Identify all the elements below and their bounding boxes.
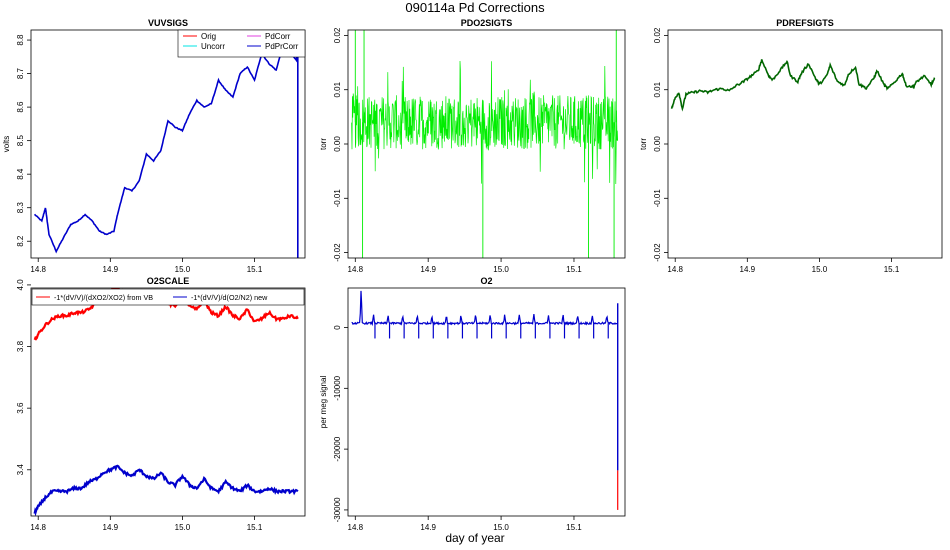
x-tick-label: 14.8	[348, 265, 364, 274]
y-tick-label: 0.00	[333, 136, 342, 152]
panel-title: PDREFSIGTS	[776, 18, 834, 28]
x-tick-label: 14.9	[740, 265, 756, 274]
x-tick-label: 15.1	[247, 265, 263, 274]
panel-pdo2sigts: PDO2SIGTS torr 14.8 14.9 15.0 15.1 -0.02 -0.01 0…	[319, 18, 626, 274]
legend-label: Orig	[201, 32, 216, 41]
y-tick-label: 0.00	[653, 136, 662, 152]
y-tick-label: -0.01	[333, 189, 342, 208]
x-tick-label: 15.1	[884, 265, 900, 274]
x-tick-label: 14.8	[667, 265, 683, 274]
x-tick-label: 15.0	[493, 523, 509, 532]
y-tick-label: 8.8	[16, 34, 25, 46]
y-tick-label: 3.8	[16, 340, 25, 352]
x-tick-label: 14.9	[420, 265, 436, 274]
y-tick-label: 0.01	[653, 81, 662, 97]
panel-title: O2SCALE	[147, 276, 190, 286]
y-tick-label: 8.2	[16, 235, 25, 247]
y-tick-label: -0.01	[653, 189, 662, 208]
panel-title: VUVSIGS	[148, 18, 188, 28]
y-tick-label: -10000	[333, 375, 342, 400]
y-tick-label: 0.02	[653, 27, 662, 43]
x-tick-label: 15.1	[566, 523, 582, 532]
x-tick-label: 15.0	[812, 265, 828, 274]
legend-label: -1*(dV/V)/(dXO2/XO2) from VB	[54, 293, 153, 302]
y-tick-label: 0	[333, 325, 342, 330]
plot-frame	[347, 29, 626, 259]
panel-vuvsigs: VUVSIGS volts 14.8 14.9 15.0 15.1 8.2 8.3 8.4 8.5…	[2, 18, 306, 274]
x-tick-label: 15.1	[247, 523, 263, 532]
plot-area	[351, 290, 619, 510]
series-line	[670, 59, 936, 112]
legend-box	[177, 29, 306, 58]
series-line	[351, 60, 619, 185]
plot-area	[670, 59, 936, 112]
plot-area	[33, 288, 299, 516]
y-tick-label: 4.0	[16, 279, 25, 291]
y-tick-label: 8.6	[16, 101, 25, 113]
x-tick-label: 15.1	[566, 265, 582, 274]
legend-label: PdCorr	[265, 32, 291, 41]
panel-title: O2	[480, 276, 492, 286]
x-tick-label: 14.8	[30, 265, 46, 274]
y-tick-label: 8.7	[16, 67, 25, 79]
x-tick-label: 14.8	[30, 523, 46, 532]
y-tick-label: 3.4	[16, 464, 25, 476]
figure-x-axis-label: day of year	[445, 531, 505, 545]
y-tick-label: 8.5	[16, 135, 25, 147]
panel-pdrefsigts: PDREFSIGTS torr 14.8 14.9 15.0 15.1 -0.02 -0.01…	[639, 18, 943, 274]
panel-o2: O2 per meg signal 14.8 14.9 15.0 15.1 -30000 -2…	[319, 276, 626, 532]
panel-o2scale: O2SCALE 14.8 14.9 15.0 15.1 3.4 3.6 3.8 4.0 -1*(d…	[16, 276, 306, 532]
legend-box	[31, 288, 305, 306]
legend-label: Uncorr	[201, 42, 225, 51]
y-axis-label: torr	[639, 138, 648, 150]
y-tick-label: 8.4	[16, 168, 25, 180]
series-line	[351, 290, 618, 327]
series-line	[33, 464, 299, 516]
plot-frame	[347, 287, 626, 517]
y-axis-label: per meg signal	[319, 376, 328, 429]
y-tick-label: -0.02	[653, 243, 662, 262]
x-tick-label: 15.0	[175, 523, 191, 532]
y-tick-label: -0.02	[333, 243, 342, 262]
x-tick-label: 14.9	[420, 523, 436, 532]
plot-area	[351, 30, 619, 258]
x-tick-label: 14.9	[103, 523, 119, 532]
y-tick-label: 0.01	[333, 81, 342, 97]
x-tick-label: 14.9	[103, 265, 119, 274]
y-tick-label: 3.6	[16, 402, 25, 414]
figure-title: 090114a Pd Corrections	[405, 0, 545, 15]
legend-label: PdPrCorr	[265, 42, 299, 51]
plot-frame	[30, 287, 306, 517]
x-tick-label: 15.0	[493, 265, 509, 274]
x-tick-label: 14.8	[348, 523, 364, 532]
series-line	[33, 40, 299, 258]
y-tick-label: -30000	[333, 497, 342, 522]
y-axis-label: volts	[2, 136, 11, 152]
panel-title: PDO2SIGTS	[461, 18, 513, 28]
plot-frame	[30, 29, 306, 259]
plot-frame	[667, 29, 943, 259]
y-tick-label: -20000	[333, 436, 342, 461]
y-tick-label: 0.02	[333, 27, 342, 43]
y-axis-label: torr	[319, 138, 328, 150]
plot-area	[33, 40, 299, 258]
legend-label: -1*(dV/V)/d(O2/N2) new	[191, 293, 268, 302]
x-tick-label: 15.0	[175, 265, 191, 274]
y-tick-label: 8.3	[16, 202, 25, 214]
